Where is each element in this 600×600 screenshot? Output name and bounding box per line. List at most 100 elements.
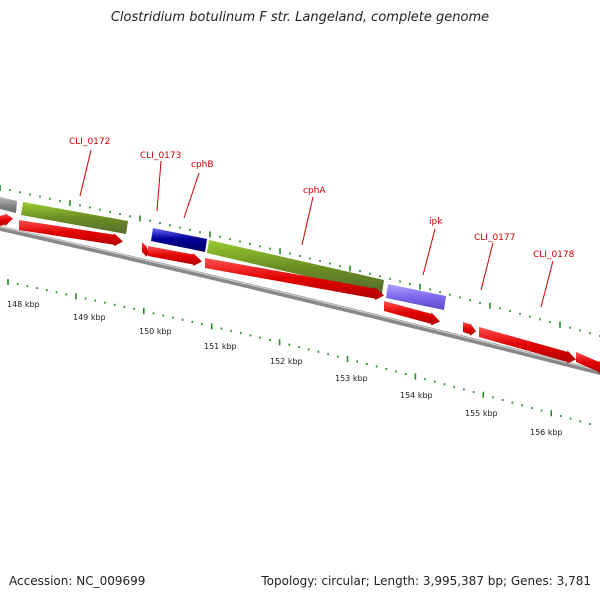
- cds-arrow[interactable]: [576, 352, 600, 374]
- gene-bar-gray[interactable]: [0, 197, 17, 213]
- ruler-tick: [39, 195, 41, 198]
- kbp-label: 150 kbp: [139, 327, 172, 336]
- ruler-tick: [209, 231, 211, 238]
- ruler-tick: [16, 283, 19, 286]
- ruler-tick: [521, 404, 523, 407]
- ruler-tick: [529, 315, 531, 318]
- ruler-tick: [0, 185, 1, 191]
- upper-ruler: [0, 185, 600, 337]
- gene-label-cli0172[interactable]: CLI_0172: [69, 137, 110, 147]
- ruler-tick: [443, 383, 446, 386]
- ruler-tick: [191, 320, 194, 323]
- ruler-tick: [75, 293, 77, 300]
- ruler-tick: [269, 338, 271, 341]
- leader-cpha: [301, 196, 314, 246]
- kbp-label: 153 kbp: [335, 374, 368, 383]
- ruler-tick: [339, 264, 341, 267]
- gene-label-cli0178[interactable]: CLI_0178: [533, 250, 575, 260]
- ruler-tick: [379, 275, 381, 278]
- ruler-tick: [424, 378, 426, 381]
- ruler-tick: [346, 356, 349, 363]
- ruler-tick: [279, 248, 281, 255]
- kbp-label: 151 kbp: [204, 342, 237, 351]
- ruler-tick: [501, 398, 504, 401]
- ruler-tick: [181, 318, 184, 321]
- ruler-tick: [519, 312, 521, 315]
- ruler-tick: [404, 373, 407, 376]
- ruler-tick: [409, 283, 411, 286]
- ruler-tick: [26, 285, 29, 288]
- ruler-tick: [469, 299, 471, 302]
- gene-bar-cli0172[interactable]: [21, 202, 128, 234]
- ruler-tick: [129, 215, 131, 218]
- ruler-tick: [463, 388, 465, 391]
- cds-arrow[interactable]: [384, 301, 440, 326]
- ruler-tick: [229, 238, 231, 241]
- ruler-tick: [104, 301, 106, 304]
- ruler-tick: [589, 332, 591, 335]
- cds-arrow[interactable]: [0, 213, 13, 227]
- kbp-label: 155 kbp: [465, 409, 498, 418]
- ruler-tick: [210, 323, 213, 330]
- ruler-tick: [249, 334, 252, 337]
- ruler-tick: [162, 314, 164, 317]
- genome-summary-text: Topology: circular; Length: 3,995,387 bp…: [261, 574, 591, 588]
- ruler-tick: [414, 373, 417, 380]
- ruler-tick: [109, 210, 111, 213]
- gene-label-cphb[interactable]: cphB: [191, 160, 214, 170]
- leader-ipk: [422, 228, 436, 276]
- ruler-tick: [479, 301, 481, 304]
- ruler-tick: [55, 291, 58, 294]
- ruler-tick: [309, 257, 311, 260]
- ruler-tick: [46, 289, 48, 292]
- ruler-tick: [189, 228, 191, 231]
- ruler-tick: [79, 204, 81, 207]
- ruler-tick: [375, 365, 378, 368]
- gene-bar-cphb[interactable]: [151, 228, 207, 252]
- ruler-tick: [337, 355, 339, 358]
- ruler-tick: [509, 310, 511, 313]
- leader-cli0173: [156, 160, 162, 212]
- cds-arrow[interactable]: [463, 322, 476, 336]
- ruler-tick: [240, 332, 242, 335]
- gene-label-cpha[interactable]: cphA: [303, 186, 326, 196]
- cds-arrow[interactable]: [148, 246, 202, 267]
- ruler-tick: [539, 318, 541, 321]
- kbp-label: 149 kbp: [73, 313, 106, 322]
- ruler-tick: [299, 255, 301, 257]
- cds-arrow[interactable]: [19, 220, 123, 247]
- leader-cli0177: [480, 242, 494, 291]
- gene-label-cli0177[interactable]: CLI_0177: [474, 233, 515, 243]
- ruler-tick: [531, 406, 533, 409]
- ruler-tick: [65, 293, 67, 296]
- genome-backbone: [0, 225, 600, 376]
- ruler-tick: [143, 308, 145, 315]
- gene-label-cli0173[interactable]: CLI_0173: [140, 151, 181, 161]
- gene-bar-ipk[interactable]: [386, 284, 446, 310]
- ruler-tick: [249, 242, 251, 245]
- ruler-tick: [482, 391, 485, 398]
- gene-label-ipk[interactable]: ipk: [429, 217, 443, 227]
- ruler-tick: [89, 206, 91, 209]
- ruler-tick: [489, 302, 491, 309]
- ruler-tick: [399, 280, 401, 283]
- ruler-tick: [327, 353, 329, 356]
- ruler-tick: [278, 339, 281, 346]
- ruler-tick: [579, 420, 582, 423]
- kbp-label: 152 kbp: [270, 357, 303, 366]
- cds-arrow[interactable]: [205, 258, 384, 301]
- ruler-tick: [419, 283, 421, 290]
- ruler-tick: [569, 326, 571, 329]
- ruler-tick: [385, 367, 388, 370]
- kbp-label: 148 kbp: [7, 300, 40, 309]
- ruler-tick: [113, 303, 116, 306]
- ruler-tick: [395, 370, 397, 373]
- gene-bar-cpha[interactable]: [207, 240, 384, 294]
- ruler-tick: [69, 200, 71, 207]
- ruler-tick: [230, 329, 232, 332]
- ruler-tick: [319, 259, 321, 262]
- ruler-tick: [434, 380, 436, 383]
- cds-arrow[interactable]: [479, 327, 576, 364]
- ruler-tick: [201, 323, 203, 326]
- cds-arrow[interactable]: [142, 242, 149, 258]
